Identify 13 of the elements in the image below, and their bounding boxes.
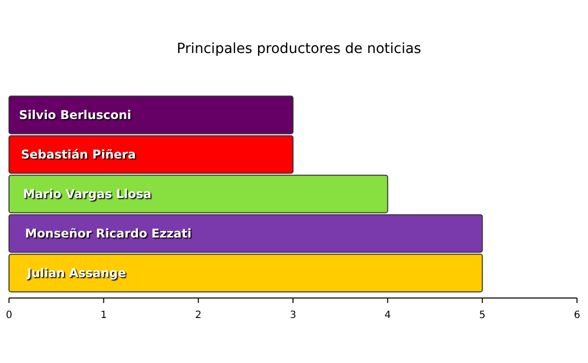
y-tick-label: Monseñor Ricardo Ezzati <box>25 226 192 241</box>
x-tick-label: 6 <box>574 310 580 321</box>
y-tick-label: Sebastián Piñera <box>21 147 136 162</box>
x-tick-label: 2 <box>195 310 202 321</box>
x-tick-label: 4 <box>384 310 391 321</box>
x-tick-label: 1 <box>100 310 107 321</box>
y-tick-label: Julian Assange <box>26 266 126 280</box>
y-tick-label: Mario Vargas Llosa <box>23 187 152 201</box>
x-tick-label: 3 <box>290 310 296 321</box>
x-tick-label: 5 <box>479 310 486 321</box>
chart-title: Principales productores de noticias <box>176 41 422 57</box>
y-tick-label: Silvio Berlusconi <box>19 108 132 122</box>
x-tick-label: 0 <box>6 310 12 321</box>
